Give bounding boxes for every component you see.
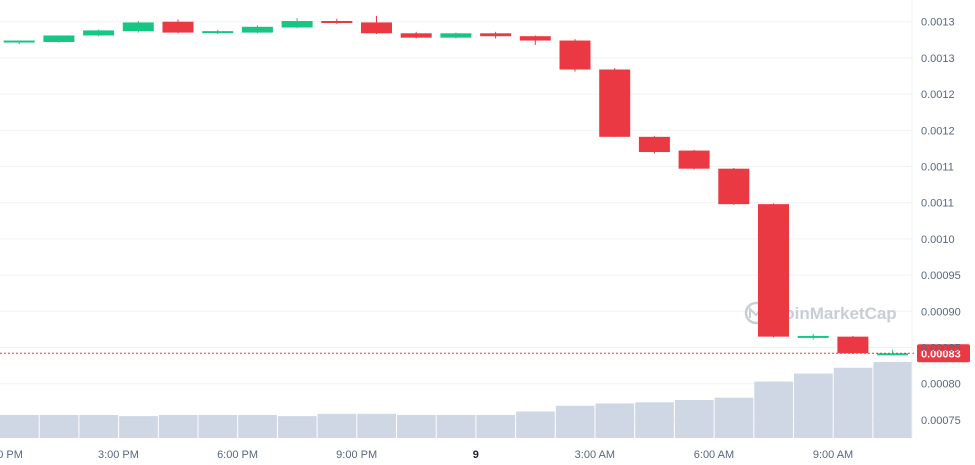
y-tick-label: 0.00085 [921,343,961,355]
y-tick-label: 0.0011 [921,198,954,210]
candle-body [480,33,512,37]
volume-bar [635,402,674,438]
y-axis: 0.00075 0.00080 0.00085 0.00090 0.00095 0.001… [911,0,961,438]
candle[interactable] [519,35,551,45]
volume-bar [119,416,158,438]
x-tick-label: 6:00 PM [217,449,258,461]
volume-bar [238,414,277,438]
watermark-text: CoinMarketCap [772,304,897,323]
candle-body [678,150,710,169]
candle-body [122,22,154,32]
candle[interactable] [678,149,710,170]
x-tick-label: 12:00 PM [0,449,23,461]
candle-body [241,26,273,33]
volume-bar [754,381,793,438]
volume-bar [79,414,119,438]
candle[interactable] [758,203,789,338]
y-tick-label: 0.0013 [921,53,955,65]
y-tick-label: 0.00090 [921,306,961,318]
volume-bar [833,367,873,438]
candle-body [440,33,472,38]
candle-body [599,69,631,137]
candle[interactable] [321,18,353,24]
candle-body [361,22,392,34]
current-price-indicator: 0.00083 [0,344,970,363]
candle-body [400,33,432,38]
x-tick-label: 9:00 AM [813,449,853,461]
y-tick-label: 0.00095 [921,270,961,282]
volume-bar [436,414,476,438]
volume-bar [317,413,357,438]
y-tick-label: 0.0013 [921,17,955,29]
volume-bar [198,414,238,438]
volume-bars [0,362,913,438]
y-tick-label: 0.0012 [921,89,955,101]
candle-body [797,335,829,338]
candle[interactable] [797,333,829,340]
volume-bar [595,403,635,438]
candle[interactable] [241,25,273,34]
volume-bar [397,414,436,438]
volume-bar [873,362,913,438]
candle[interactable] [281,18,313,29]
candles [3,15,909,356]
grid-lines [0,21,912,421]
candle[interactable] [440,32,472,39]
candle-body [559,40,591,70]
candle[interactable] [83,29,115,37]
y-tick-label: 0.00075 [921,415,961,427]
x-tick-label: 6:00 AM [694,449,734,461]
candle[interactable] [638,136,670,154]
candle-body [162,21,194,33]
candle-body [321,20,353,23]
candle[interactable] [837,335,869,355]
candle-body [202,31,234,34]
candle[interactable] [361,15,392,35]
candle[interactable] [202,29,234,35]
volume-bar [555,405,595,438]
candle[interactable] [162,19,194,34]
volume-bar [357,413,396,438]
candle[interactable] [400,31,432,39]
volume-bar [39,414,79,438]
candle-body [718,168,750,205]
volume-bar [674,400,714,438]
candle-body [43,35,75,42]
y-tick-label: 0.0010 [921,234,955,246]
volume-bar [158,414,198,438]
volume-bar [476,414,516,438]
candle-body [837,336,869,354]
candle[interactable] [599,68,631,137]
candle-body [758,204,789,337]
candle[interactable] [877,349,909,356]
volume-bar [794,373,833,438]
current-price-tag [917,344,970,363]
candle-body [877,353,909,356]
candle[interactable] [480,31,512,39]
candle-body [83,30,115,36]
volume-bar [516,411,555,438]
x-tick-label: 9:00 PM [336,449,377,461]
candle[interactable] [559,39,591,72]
volume-bar [714,397,754,438]
candle[interactable] [43,35,75,43]
x-tick-label: 3:00 AM [575,449,615,461]
x-tick-label: 3:00 PM [98,449,139,461]
candle[interactable] [122,20,154,33]
volume-bar [277,416,317,438]
x-axis: 12:00 PM 3:00 PM 6:00 PM 9:00 PM 9 3:00 AM 6:0… [0,449,853,461]
candle[interactable] [718,167,750,205]
candle[interactable] [3,40,35,45]
candle-body [519,36,551,41]
candle-body [3,40,35,43]
volume-bar [0,414,39,438]
current-price-label: 0.00083 [921,348,961,360]
candle-body [281,20,313,28]
candle-body [638,136,670,153]
y-tick-label: 0.0011 [921,162,954,174]
y-tick-label: 0.00080 [921,379,961,391]
y-tick-label: 0.0012 [921,125,955,137]
x-tick-label: 9 [473,449,479,461]
